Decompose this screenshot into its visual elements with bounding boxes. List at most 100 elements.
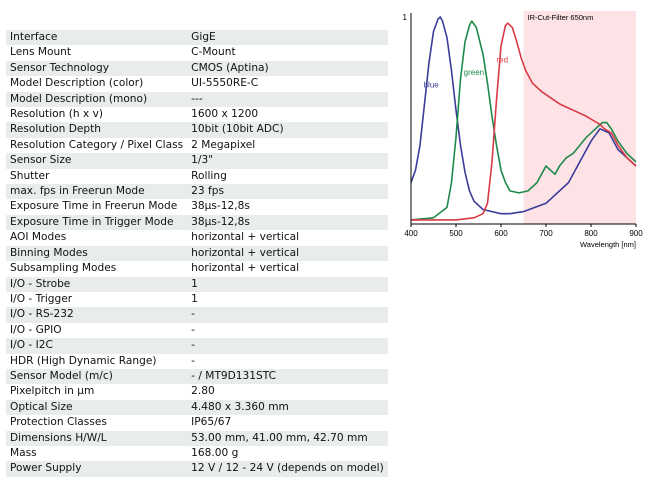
series-label-red: red <box>497 56 509 65</box>
spec-row: Resolution Category / Pixel Class 2 Megap… <box>6 137 388 154</box>
spec-row: I/O - RS-232- <box>6 307 388 323</box>
spec-value: 1/3" <box>187 153 388 169</box>
spec-row: Model Description (mono) --- <box>6 91 388 108</box>
spec-key: Resolution Depth <box>6 122 188 138</box>
spec-value: Rolling <box>187 168 388 185</box>
spec-row: I/O - I2C - <box>6 338 388 354</box>
spec-value: 1600 x 1200 <box>187 107 388 123</box>
spec-row: Dimensions H/W/L 53.00 mm, 41.00 mm, 42.7… <box>6 430 388 446</box>
spec-value: 53.00 mm, 41.00 mm, 42.70 mm <box>187 430 388 446</box>
spec-value: CMOS (Aptina) <box>187 60 388 77</box>
series-layer <box>410 16 637 221</box>
spec-value: 168.00 g <box>187 445 388 462</box>
spec-row: Sensor Size 1/3" <box>6 153 388 169</box>
spec-key: Dimensions H/W/L <box>6 430 188 446</box>
spec-key: Model Description (mono) <box>6 91 188 108</box>
spec-key: Optical Size <box>6 399 188 416</box>
spec-value: 10bit (10bit ADC) <box>187 122 388 138</box>
spec-row: Sensor Model (m/c) - / MT9D131STC <box>6 368 388 385</box>
spec-row: Power Supply 12 V / 12 - 24 V (depends on… <box>6 461 388 477</box>
spec-row: Interface GigE <box>6 30 388 46</box>
x-axis-title: Wavelength [nm] <box>580 240 636 249</box>
x-tick-label: 400 <box>404 229 418 238</box>
spec-key: I/O - Trigger <box>6 291 188 308</box>
spec-row: I/O - Strobe 1 <box>6 276 388 292</box>
spec-table-body: Interface GigE Lens Mount C-Mount Sensor Tec… <box>6 30 388 477</box>
spec-table: Interface GigE Lens Mount C-Mount Sensor Tec… <box>6 30 388 477</box>
spec-value: IP65/67 <box>187 415 388 431</box>
tick-layer: 400 500 600 700 800 900 <box>404 224 643 238</box>
spec-value: --- <box>187 91 388 108</box>
spec-value: horizontal + vertical <box>187 261 388 277</box>
spec-value: 2 Megapixel <box>187 137 388 154</box>
spec-row: Mass 168.00 g <box>6 445 388 462</box>
spec-key: max. fps in Freerun Mode <box>6 184 188 200</box>
spec-key: Exposure Time in Freerun Mode <box>6 199 188 215</box>
spec-value: UI-5550RE-C <box>187 76 388 92</box>
spec-value: - <box>187 338 388 354</box>
spec-key: Interface <box>6 30 188 46</box>
series-line-red <box>411 22 637 221</box>
y-tick-label: 1 <box>403 13 408 22</box>
spec-row: HDR (High Dynamic Range) - <box>6 353 388 369</box>
spec-value: - / MT9D131STC <box>187 368 388 385</box>
spec-row: Optical Size 4.480 x 3.360 mm <box>6 399 388 416</box>
spec-value: 1 <box>187 276 388 292</box>
spec-value: - <box>187 353 388 369</box>
x-tick-label: 800 <box>584 229 598 238</box>
spec-row: Exposure Time in Trigger Mode 38µs-12,8s <box>6 214 388 231</box>
spec-key: Protection Classes <box>6 415 188 431</box>
spec-value: 4.480 x 3.360 mm <box>187 399 388 416</box>
spec-key: AOI Modes <box>6 230 188 246</box>
series-label-blue: blue <box>424 80 440 89</box>
spec-key: Shutter <box>6 168 188 185</box>
spec-value: - <box>187 307 388 323</box>
spec-row: max. fps in Freerun Mode 23 fps <box>6 184 388 200</box>
spec-key: Model Description (color) <box>6 76 188 92</box>
x-tick-label: 900 <box>629 229 643 238</box>
spec-value: horizontal + vertical <box>187 245 388 262</box>
spec-key: Pixelpitch in µm <box>6 384 188 400</box>
x-tick-label: 600 <box>494 229 508 238</box>
spec-key: Sensor Technology <box>6 60 188 77</box>
series-label-green: green <box>464 68 484 77</box>
spec-row: Model Description (color) UI-5550RE-C <box>6 76 388 92</box>
spec-value: 23 fps <box>187 184 388 200</box>
spec-value: GigE <box>187 30 388 46</box>
spec-row: Subsampling Modes horizontal + vertical <box>6 261 388 277</box>
spec-value: 12 V / 12 - 24 V (depends on model) <box>187 461 388 477</box>
spec-row: Exposure Time in Freerun Mode 38µs-12,8s <box>6 199 388 215</box>
ir-cut-filter-band <box>523 11 636 224</box>
spec-row: Shutter Rolling <box>6 168 388 185</box>
spec-value: 38µs-12,8s <box>187 199 388 215</box>
x-tick-label: 500 <box>449 229 463 238</box>
spec-key: I/O - GPIO <box>6 322 188 339</box>
spec-row: I/O - GPIO - <box>6 322 388 339</box>
spectral-response-chart: 400 500 600 700 800 900 1 IR-Cut-Filter 650nm… <box>403 11 643 249</box>
spec-key: Lens Mount <box>6 45 188 61</box>
spec-key: HDR (High Dynamic Range) <box>6 353 188 369</box>
spec-key: I/O - I2C <box>6 338 188 354</box>
spec-value: C-Mount <box>187 45 388 61</box>
spec-row: Binning Modes horizontal + vertical <box>6 245 388 262</box>
spec-value: - <box>187 322 388 339</box>
spec-row: I/O - Trigger 1 <box>6 291 388 308</box>
spec-value: horizontal + vertical <box>187 230 388 246</box>
series-line-green <box>410 20 637 221</box>
spec-row: Pixelpitch in µm 2.80 <box>6 384 388 400</box>
spec-key: I/O - Strobe <box>6 276 188 292</box>
x-tick-label: 700 <box>539 229 553 238</box>
spec-key: Resolution Category / Pixel Class <box>6 137 188 154</box>
series-line-blue <box>410 16 637 215</box>
spec-row: Resolution (h x v) 1600 x 1200 <box>6 107 388 123</box>
spec-row: Resolution Depth 10bit (10bit ADC) <box>6 122 388 138</box>
spec-key: Binning Modes <box>6 245 188 262</box>
spec-row: Sensor Technology CMOS (Aptina) <box>6 60 388 77</box>
spec-row: Lens Mount C-Mount <box>6 45 388 61</box>
spec-row: Protection Classes IP65/67 <box>6 415 388 431</box>
spec-value: 1 <box>187 291 388 308</box>
spec-value: 38µs-12,8s <box>187 214 388 231</box>
spec-key: Sensor Size <box>6 153 188 169</box>
spec-key: Mass <box>6 445 188 462</box>
spec-key: Sensor Model (m/c) <box>6 368 188 385</box>
